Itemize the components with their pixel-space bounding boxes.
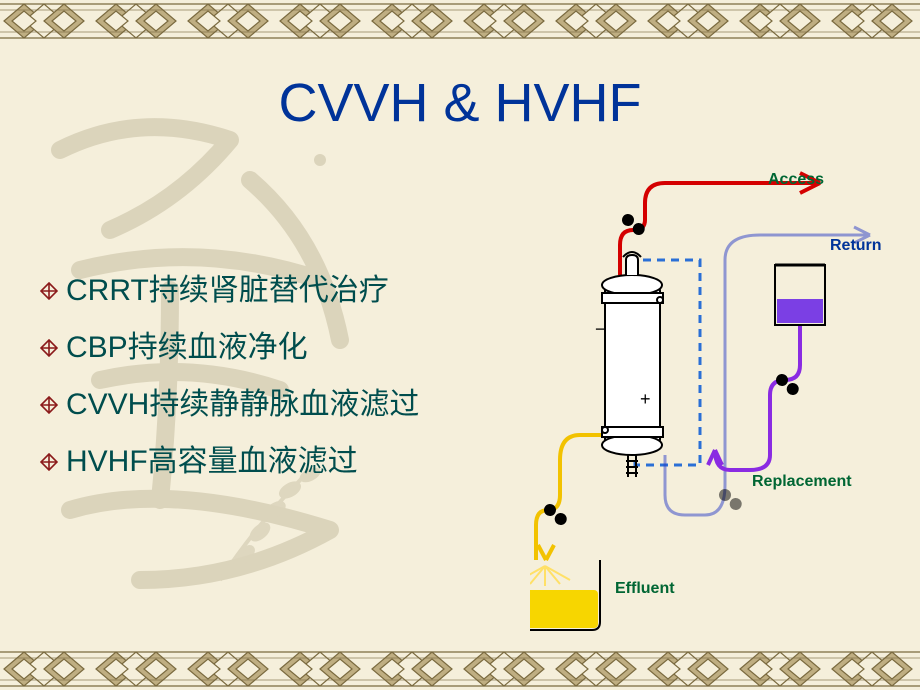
label-effluent: Effluent: [615, 580, 675, 598]
label-replacement: Replacement: [752, 473, 852, 491]
bullet-item: CVVH持续静静脉血液滤过: [40, 382, 560, 427]
bullet-label: CRRT持续肾脏替代治疗: [66, 268, 560, 313]
bullet-item: CBP持续血液净化: [40, 325, 560, 370]
label-access: Access: [768, 171, 824, 189]
svg-text:+: +: [640, 389, 651, 409]
slide: CVVH & HVHF CRRT持续肾脏替代治疗 CBP持续血液净化 CVVH持…: [0, 0, 920, 690]
bullet-list: CRRT持续肾脏替代治疗 CBP持续血液净化 CVVH持续静静脉血液滤过 HVH…: [40, 268, 560, 496]
border-bottom: [0, 648, 920, 690]
slide-title: CVVH & HVHF: [0, 72, 920, 134]
bullet-label: CVVH持续静静脉血液滤过: [66, 382, 560, 427]
bullet-item: HVHF高容量血液滤过: [40, 439, 560, 484]
hemofiltration-diagram: − +: [530, 165, 900, 645]
border-top: [0, 0, 920, 42]
diamond-bullet-icon: [40, 282, 58, 300]
svg-text:−: −: [595, 319, 606, 339]
diamond-bullet-icon: [40, 453, 58, 471]
diamond-bullet-icon: [40, 396, 58, 414]
diamond-bullet-icon: [40, 339, 58, 357]
bullet-label: CBP持续血液净化: [66, 325, 560, 370]
label-return: Return: [830, 237, 882, 255]
bullet-item: CRRT持续肾脏替代治疗: [40, 268, 560, 313]
bullet-label: HVHF高容量血液滤过: [66, 439, 560, 484]
